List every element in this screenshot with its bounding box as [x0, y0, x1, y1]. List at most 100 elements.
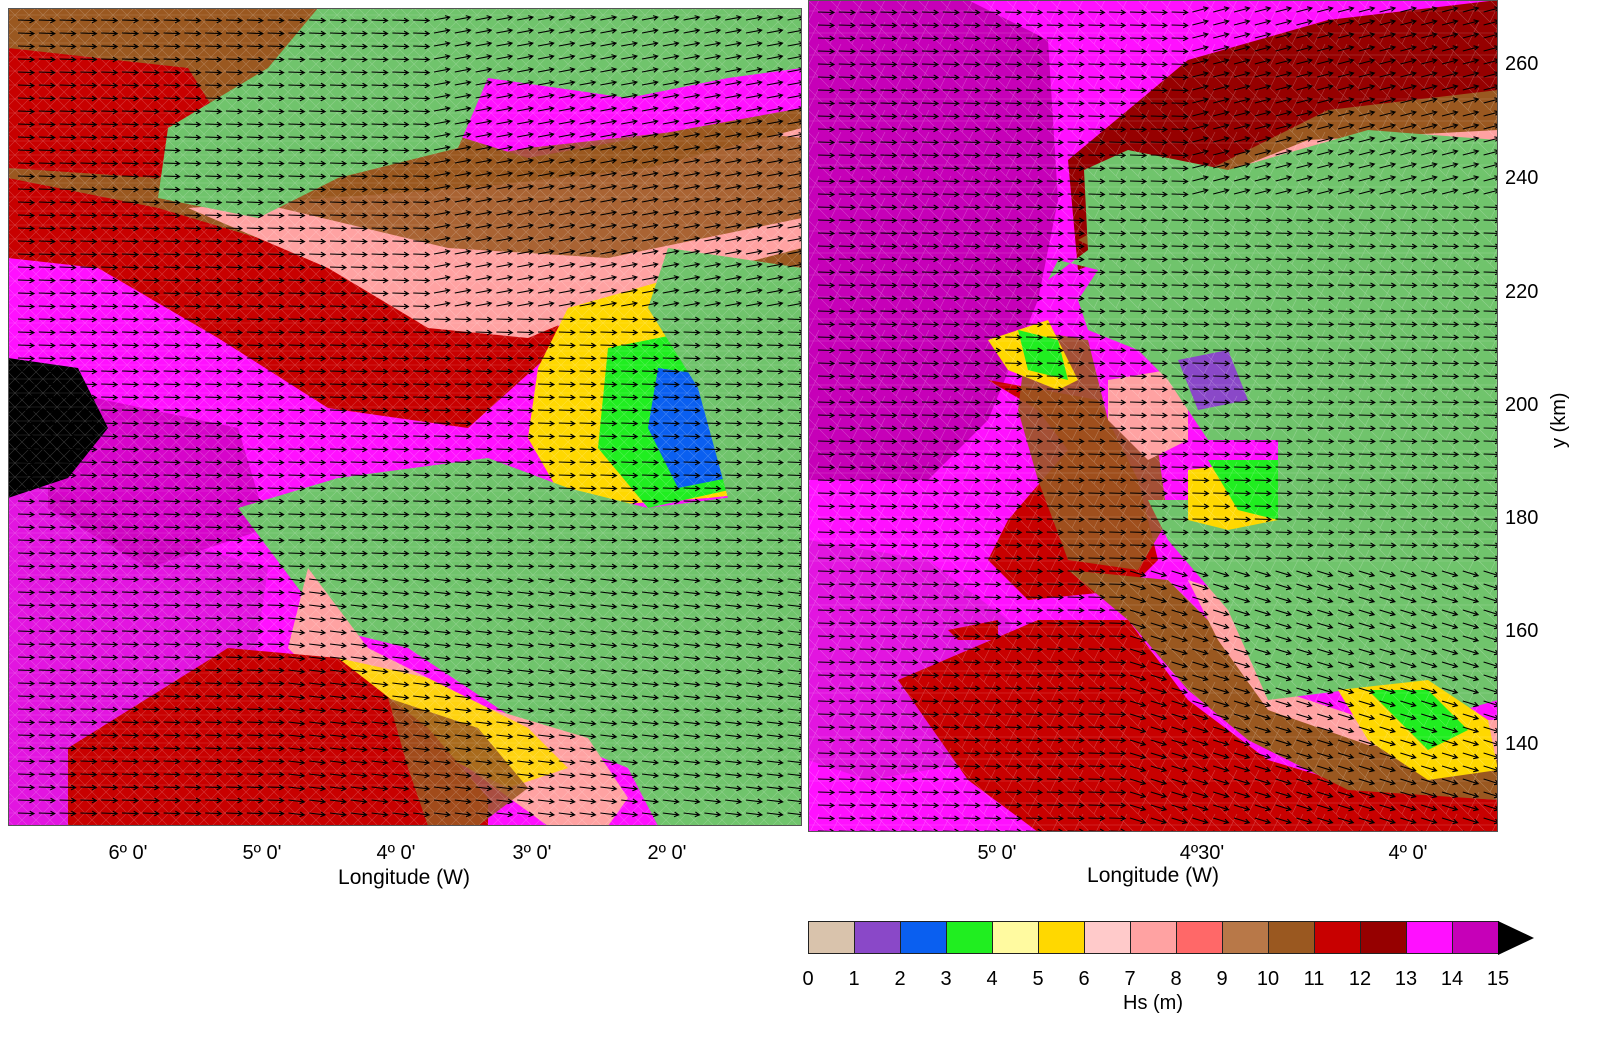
wave-direction-arrow [392, 17, 410, 24]
wave-direction-arrow [309, 69, 327, 76]
wave-direction-arrow [921, 633, 940, 640]
wave-direction-arrow [59, 238, 77, 245]
wave-direction-arrow [1275, 542, 1293, 549]
wave-direction-arrow [433, 629, 452, 636]
wave-direction-arrow [267, 121, 285, 128]
wave-direction-arrow [413, 30, 431, 37]
wave-direction-arrow [309, 121, 327, 128]
wave-direction-arrow [496, 249, 514, 255]
wave-direction-arrow [558, 759, 576, 766]
wave-direction-arrow [246, 290, 264, 297]
wave-direction-arrow [1005, 230, 1023, 237]
wave-direction-arrow [600, 668, 618, 675]
wave-direction-arrow [558, 707, 576, 714]
wave-direction-arrow [101, 810, 119, 817]
wave-direction-arrow [38, 329, 56, 336]
wave-direction-arrow [1025, 191, 1044, 198]
wave-direction-arrow [1317, 399, 1335, 406]
wave-direction-arrow [880, 789, 898, 796]
wave-direction-arrow [59, 732, 77, 739]
wave-direction-arrow [371, 30, 389, 37]
wave-direction-arrow [1109, 139, 1127, 146]
wave-direction-arrow [1317, 256, 1335, 263]
wave-direction-arrow [641, 485, 660, 492]
wave-direction-arrow [392, 472, 410, 479]
wave-direction-arrow [17, 17, 36, 24]
wave-direction-arrow [454, 171, 472, 177]
wave-direction-arrow [184, 784, 202, 791]
wave-direction-arrow [579, 407, 597, 414]
wave-direction-arrow [817, 256, 836, 263]
wave-direction-arrow [205, 758, 223, 765]
wave-direction-arrow [184, 56, 202, 63]
wave-direction-arrow [725, 537, 743, 544]
wave-direction-arrow [38, 615, 56, 622]
wave-direction-arrow [579, 772, 597, 779]
wave-direction-arrow [1171, 412, 1189, 419]
wave-direction-arrow [371, 121, 389, 128]
wave-direction-arrow [496, 694, 514, 701]
wave-direction-arrow [641, 655, 660, 662]
wave-direction-arrow [1129, 451, 1148, 458]
wave-direction-arrow [1296, 217, 1314, 224]
wave-direction-arrow [246, 550, 264, 557]
wave-direction-arrow [1171, 48, 1189, 55]
wave-direction-arrow [80, 498, 98, 505]
wave-direction-arrow [80, 264, 98, 271]
colorbar-swatch [1038, 921, 1085, 954]
wave-direction-arrow [1171, 295, 1189, 302]
wave-direction-arrow [1109, 178, 1127, 185]
wave-direction-arrow [641, 694, 660, 701]
wave-direction-arrow [817, 516, 836, 523]
wave-direction-arrow [963, 451, 981, 458]
wave-direction-arrow [101, 381, 119, 388]
wave-direction-arrow [1150, 700, 1168, 708]
wave-direction-arrow [725, 223, 743, 229]
wave-direction-arrow [817, 607, 836, 614]
wave-direction-arrow [600, 67, 618, 73]
wave-direction-arrow [1441, 700, 1459, 708]
wave-direction-arrow [433, 707, 452, 714]
wave-direction-arrow [1358, 700, 1376, 708]
wave-direction-arrow [475, 80, 493, 86]
wave-direction-arrow [1150, 817, 1168, 825]
wave-direction-arrow [921, 87, 940, 94]
wave-direction-arrow [392, 251, 410, 258]
wave-direction-arrow [838, 113, 856, 120]
wave-direction-arrow [475, 720, 493, 727]
wave-direction-arrow [121, 537, 140, 544]
wave-direction-arrow [496, 171, 514, 177]
wave-direction-arrow [984, 282, 1002, 289]
wave-direction-arrow [1379, 149, 1397, 156]
wave-direction-arrow [859, 282, 877, 289]
wave-direction-arrow [1067, 100, 1085, 107]
wave-direction-arrow [1192, 752, 1209, 760]
wave-direction-arrow [901, 35, 919, 42]
wave-direction-arrow [1129, 661, 1147, 669]
wave-direction-arrow [1129, 87, 1148, 94]
wave-direction-arrow [1275, 175, 1293, 182]
wave-direction-arrow [766, 93, 784, 99]
wave-direction-arrow [1462, 84, 1480, 91]
wave-direction-arrow [17, 680, 36, 687]
wave-direction-arrow [683, 563, 701, 570]
wave-direction-arrow [537, 119, 555, 125]
wave-direction-arrow [1441, 188, 1459, 195]
wave-direction-arrow [600, 132, 618, 138]
wave-direction-arrow [683, 420, 701, 427]
wave-direction-arrow [1296, 6, 1314, 13]
wave-direction-arrow [537, 329, 556, 336]
wave-direction-arrow [1317, 175, 1334, 182]
wave-direction-arrow [475, 655, 493, 662]
wave-direction-arrow [1109, 347, 1127, 354]
wave-direction-arrow [537, 28, 555, 34]
wave-direction-arrow [1421, 477, 1439, 484]
wave-direction-arrow [1421, 321, 1439, 328]
wave-direction-arrow [225, 537, 244, 544]
wave-direction-arrow [163, 316, 181, 323]
wave-direction-arrow [662, 184, 680, 190]
wave-direction-arrow [984, 698, 1002, 705]
wave-direction-arrow [1129, 438, 1148, 445]
wave-direction-arrow [1483, 791, 1498, 799]
wave-direction-arrow [1213, 45, 1230, 52]
